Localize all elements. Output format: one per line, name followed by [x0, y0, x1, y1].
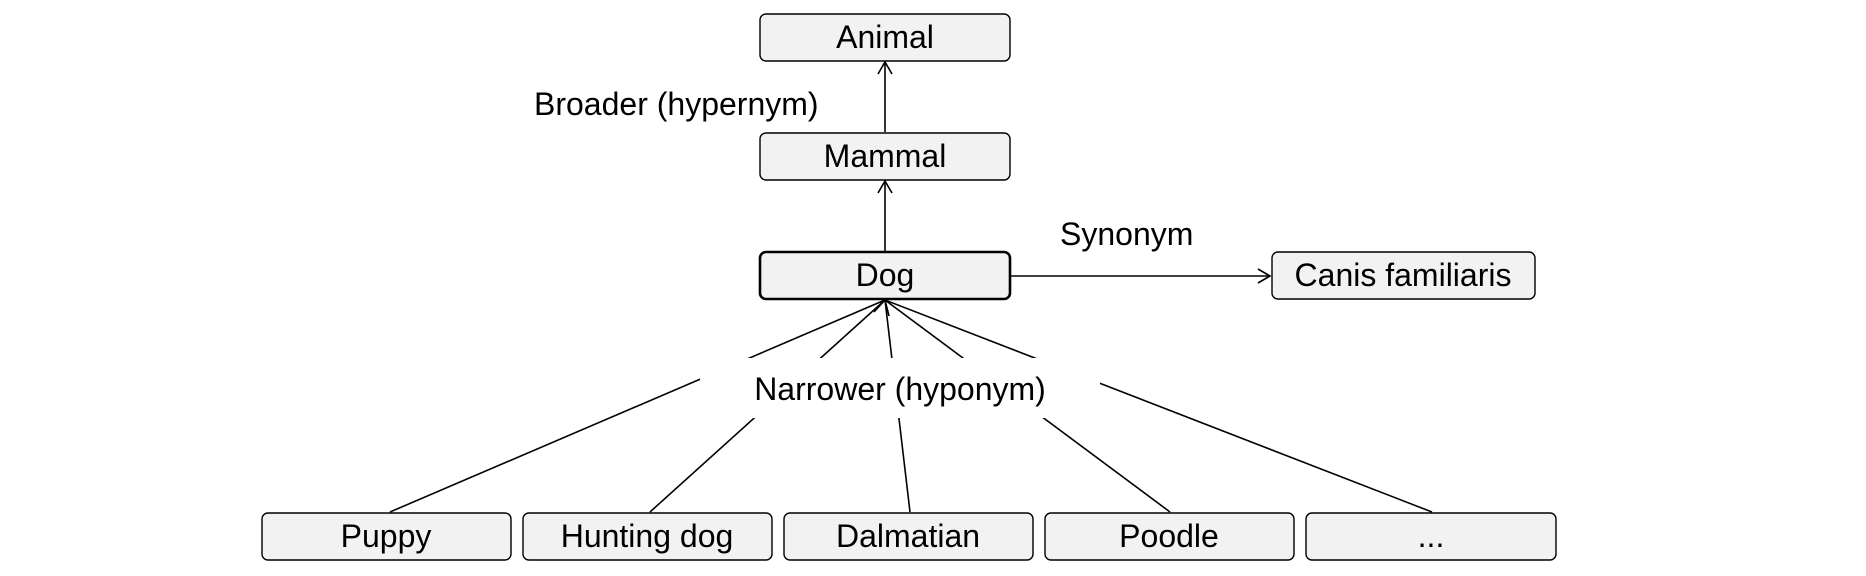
node-dalmatian-label: Dalmatian — [836, 518, 980, 554]
node-dog-label: Dog — [856, 257, 915, 293]
node-animal-label: Animal — [836, 19, 934, 55]
edge-more-to-dog — [884, 299, 1433, 513]
node-canis-box — [1271, 251, 1536, 300]
edge-dog-to-canis — [1010, 268, 1272, 284]
edge-puppy-to-dog — [389, 299, 886, 513]
node-poodle[interactable]: Poodle — [1044, 512, 1295, 561]
node-more-label: ... — [1418, 518, 1445, 554]
node-canis-familiaris[interactable]: Canis familiaris — [1271, 251, 1536, 300]
node-dog-box — [758, 250, 1012, 301]
node-poodle-label: Poodle — [1119, 518, 1219, 554]
node-mammal-label: Mammal — [824, 138, 947, 174]
node-mammal[interactable]: Mammal — [759, 132, 1011, 181]
node-more[interactable]: ... — [1305, 512, 1557, 561]
node-puppy[interactable]: Puppy — [261, 512, 512, 561]
node-hunting-dog[interactable]: Hunting dog — [522, 512, 773, 561]
node-animal[interactable]: Animal — [759, 13, 1011, 62]
narrower-label: Narrower (hyponym) — [754, 371, 1046, 407]
node-animal-box — [759, 13, 1011, 62]
node-dalmatian-box — [783, 512, 1034, 561]
node-hunting-dog-label: Hunting dog — [561, 518, 734, 554]
node-puppy-label: Puppy — [341, 518, 432, 554]
edge-mammal-to-animal — [877, 60, 893, 132]
node-dog[interactable]: Dog — [758, 250, 1012, 301]
node-puppy-box — [261, 512, 512, 561]
node-hunting-dog-box — [522, 512, 773, 561]
node-mammal-box — [759, 132, 1011, 181]
synonym-label: Synonym — [1060, 216, 1193, 252]
node-more-box — [1305, 512, 1557, 561]
broader-label: Broader (hypernym) — [534, 86, 819, 122]
node-poodle-box — [1044, 512, 1295, 561]
edge-dog-to-mammal — [877, 179, 893, 251]
node-dalmatian[interactable]: Dalmatian — [783, 512, 1034, 561]
node-canis-label: Canis familiaris — [1295, 257, 1512, 293]
narrower-edges — [389, 298, 1433, 513]
narrower-label-background — [700, 358, 1100, 418]
arrowhead-mammal — [877, 179, 893, 194]
arrowhead-animal — [877, 60, 893, 75]
arrowhead-canis — [1257, 268, 1272, 284]
